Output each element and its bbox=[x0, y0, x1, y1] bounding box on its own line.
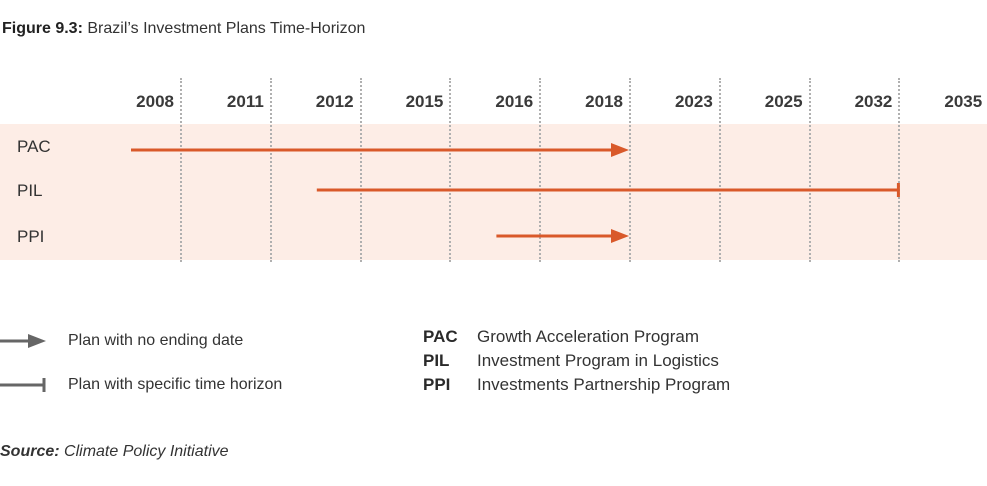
arrow-head-pac bbox=[611, 143, 629, 157]
abbr-value-pil: Investment Program in Logistics bbox=[477, 351, 719, 370]
source-label: Source: bbox=[0, 443, 60, 460]
year-label-2015: 2015 bbox=[405, 92, 444, 111]
grid-line-2018 bbox=[629, 78, 631, 262]
abbr-key-ppi: PPI bbox=[423, 375, 451, 394]
grid-line-2015 bbox=[449, 78, 452, 262]
row-label-ppi: PPI bbox=[17, 227, 45, 246]
source-text: Climate Policy Initiative bbox=[64, 443, 229, 460]
arrow-icon bbox=[0, 334, 46, 348]
grid-line-2012 bbox=[359, 78, 362, 262]
grid-line-2023 bbox=[718, 78, 721, 262]
year-label-2032: 2032 bbox=[854, 92, 893, 111]
figure-label: Figure 9.3: bbox=[2, 20, 83, 37]
year-label-2023: 2023 bbox=[674, 92, 713, 111]
abbr-value-ppi: Investments Partnership Program bbox=[477, 375, 731, 394]
bar-end-icon bbox=[0, 378, 46, 392]
year-label-2025: 2025 bbox=[764, 92, 803, 111]
chart-band bbox=[0, 124, 987, 260]
grid-line-2011 bbox=[269, 78, 272, 262]
year-label-2011: 2011 bbox=[226, 92, 264, 111]
grid-line-2008 bbox=[180, 78, 182, 262]
grid-line-2016 bbox=[539, 78, 542, 262]
row-label-pil: PIL bbox=[17, 181, 43, 200]
arrow-head-ppi bbox=[611, 229, 629, 243]
legend-icons bbox=[0, 334, 46, 392]
timeline-bar-ppi bbox=[496, 229, 629, 243]
figure-title-text: Brazil’s Investment Plans Time-Horizon bbox=[87, 20, 366, 37]
timeline-bar-pil bbox=[316, 183, 900, 197]
legend-label-no-end: Plan with no ending date bbox=[68, 332, 244, 349]
figure-title: Figure 9.3: Brazil’s Investment Plans Ti… bbox=[2, 20, 365, 38]
year-label-2016: 2016 bbox=[495, 92, 534, 111]
abbr-key-pac: PAC bbox=[423, 327, 458, 346]
timeline-bar-pac bbox=[131, 143, 629, 157]
row-label-pac: PAC bbox=[17, 137, 51, 156]
year-label-2012: 2012 bbox=[315, 92, 354, 111]
year-label-2018: 2018 bbox=[585, 92, 623, 111]
legend-label-time-horizon: Plan with specific time horizon bbox=[68, 376, 283, 393]
abbr-value-pac: Growth Acceleration Program bbox=[477, 327, 700, 346]
source-note: Source: Climate Policy Initiative bbox=[0, 443, 229, 461]
year-label-2008: 2008 bbox=[136, 92, 174, 111]
year-label-2035: 2035 bbox=[944, 92, 983, 111]
grid-line-2025 bbox=[808, 78, 811, 262]
grid-line-2032 bbox=[898, 78, 901, 262]
abbr-key-pil: PIL bbox=[423, 351, 450, 370]
